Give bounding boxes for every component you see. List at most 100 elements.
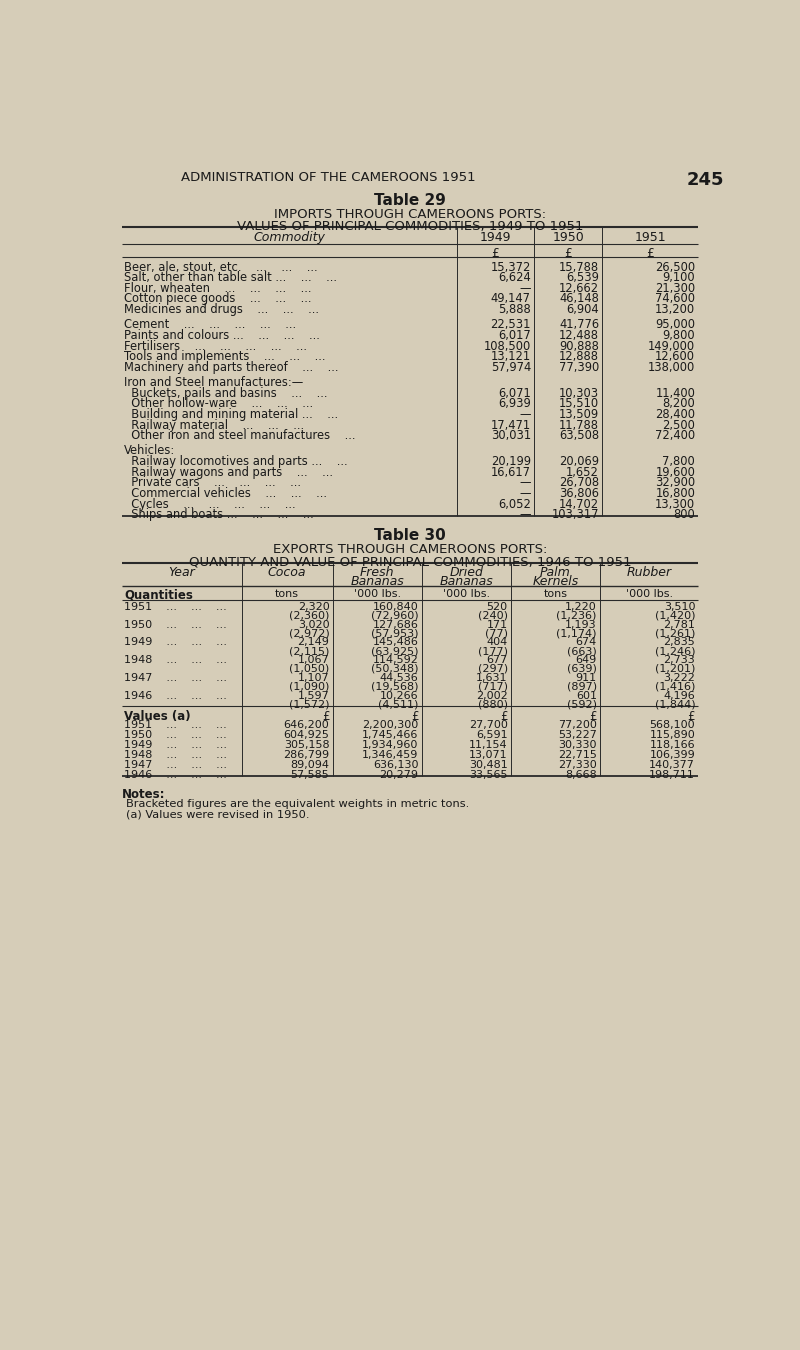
Text: 800: 800 (674, 508, 695, 521)
Text: (1,572): (1,572) (289, 699, 330, 709)
Text: 30,031: 30,031 (490, 429, 531, 443)
Text: 2,149: 2,149 (298, 637, 330, 648)
Text: 9,800: 9,800 (662, 329, 695, 342)
Text: (1,844): (1,844) (654, 699, 695, 709)
Text: 604,925: 604,925 (283, 730, 330, 740)
Text: Flour, wheaten    ...    ...    ...    ...: Flour, wheaten ... ... ... ... (124, 282, 311, 294)
Text: 13,300: 13,300 (655, 498, 695, 510)
Text: (50,348): (50,348) (371, 664, 418, 674)
Text: 72,400: 72,400 (655, 429, 695, 443)
Text: 13,071: 13,071 (469, 749, 508, 760)
Text: Machinery and parts thereof    ...    ...: Machinery and parts thereof ... ... (124, 360, 338, 374)
Text: Commodity: Commodity (253, 231, 325, 244)
Text: 1946    ...    ...    ...: 1946 ... ... ... (124, 691, 227, 701)
Text: Bananas: Bananas (350, 575, 404, 589)
Text: (1,416): (1,416) (655, 682, 695, 691)
Text: 103,317: 103,317 (552, 508, 599, 521)
Text: 12,888: 12,888 (559, 350, 599, 363)
Text: 1,745,466: 1,745,466 (362, 730, 418, 740)
Text: (297): (297) (478, 664, 508, 674)
Text: Bracketed figures are the equivalent weights in metric tons.: Bracketed figures are the equivalent wei… (126, 799, 470, 809)
Text: Ships and boats ...    ...    ...    ...: Ships and boats ... ... ... ... (124, 508, 314, 521)
Text: 6,052: 6,052 (498, 498, 531, 510)
Text: 1,934,960: 1,934,960 (362, 740, 418, 749)
Text: £: £ (590, 710, 597, 722)
Text: 41,776: 41,776 (559, 319, 599, 331)
Text: 6,071: 6,071 (498, 386, 531, 400)
Text: £: £ (491, 247, 499, 259)
Text: 160,840: 160,840 (373, 602, 418, 612)
Text: (177): (177) (478, 647, 508, 656)
Text: £: £ (688, 710, 695, 722)
Text: 12,600: 12,600 (655, 350, 695, 363)
Text: Notes:: Notes: (122, 788, 165, 802)
Text: 1950    ...    ...    ...: 1950 ... ... ... (124, 620, 226, 629)
Text: 520: 520 (486, 602, 508, 612)
Text: 6,624: 6,624 (498, 271, 531, 285)
Text: (663): (663) (567, 647, 597, 656)
Text: 12,488: 12,488 (559, 329, 599, 342)
Text: 674: 674 (575, 637, 597, 648)
Text: 15,372: 15,372 (490, 261, 531, 274)
Text: tons: tons (275, 589, 299, 599)
Text: (1,261): (1,261) (655, 629, 695, 639)
Text: Other hollow-ware    ...    ...    ...: Other hollow-ware ... ... ... (124, 397, 313, 410)
Text: 1947    ...    ...    ...: 1947 ... ... ... (124, 672, 227, 683)
Text: Fertilisers    ...    ...    ...    ...    ...: Fertilisers ... ... ... ... ... (124, 340, 307, 352)
Text: 601: 601 (576, 691, 597, 701)
Text: 118,166: 118,166 (650, 740, 695, 749)
Text: 1948    ...    ...    ...: 1948 ... ... ... (124, 749, 227, 760)
Text: Railway locomotives and parts ...    ...: Railway locomotives and parts ... ... (124, 455, 348, 468)
Text: 15,510: 15,510 (559, 397, 599, 410)
Text: 32,900: 32,900 (655, 477, 695, 489)
Text: 286,799: 286,799 (283, 749, 330, 760)
Text: (592): (592) (566, 699, 597, 709)
Text: (897): (897) (566, 682, 597, 691)
Text: £: £ (646, 247, 654, 259)
Text: £: £ (500, 710, 508, 722)
Text: 6,539: 6,539 (566, 271, 599, 285)
Text: 16,617: 16,617 (491, 466, 531, 479)
Text: 1,631: 1,631 (476, 672, 508, 683)
Text: 20,069: 20,069 (559, 455, 599, 468)
Text: 2,781: 2,781 (663, 620, 695, 629)
Text: 1949    ...    ...    ...: 1949 ... ... ... (124, 637, 227, 648)
Text: 90,888: 90,888 (559, 340, 599, 352)
Text: Dried: Dried (450, 566, 483, 579)
Text: £: £ (564, 247, 572, 259)
Text: 6,591: 6,591 (476, 730, 508, 740)
Text: —: — (519, 282, 531, 294)
Text: 95,000: 95,000 (655, 319, 695, 331)
Text: 6,904: 6,904 (566, 302, 599, 316)
Text: 9,100: 9,100 (662, 271, 695, 285)
Text: 1949    ...    ...    ...: 1949 ... ... ... (124, 740, 227, 749)
Text: (1,090): (1,090) (289, 682, 330, 691)
Text: 20,279: 20,279 (379, 769, 418, 780)
Text: Quantities: Quantities (124, 589, 193, 602)
Text: 10,266: 10,266 (380, 691, 418, 701)
Text: Tools and implements    ...    ...    ...: Tools and implements ... ... ... (124, 350, 326, 363)
Text: 22,531: 22,531 (490, 319, 531, 331)
Text: (2,115): (2,115) (289, 647, 330, 656)
Text: 77,200: 77,200 (558, 720, 597, 730)
Text: 140,377: 140,377 (650, 760, 695, 770)
Text: 677: 677 (486, 655, 508, 666)
Text: 1,107: 1,107 (298, 672, 330, 683)
Text: 36,806: 36,806 (559, 487, 599, 500)
Text: 2,835: 2,835 (663, 637, 695, 648)
Text: 57,585: 57,585 (290, 769, 330, 780)
Text: 1,193: 1,193 (565, 620, 597, 629)
Text: 27,700: 27,700 (469, 720, 508, 730)
Text: Paints and colours ...    ...    ...    ...: Paints and colours ... ... ... ... (124, 329, 320, 342)
Text: 1950    ...    ...    ...: 1950 ... ... ... (124, 730, 226, 740)
Text: 106,399: 106,399 (650, 749, 695, 760)
Text: VALUES OF PRINCIPAL COMMODITIES, 1949 TO 1951: VALUES OF PRINCIPAL COMMODITIES, 1949 TO… (237, 220, 583, 232)
Text: —: — (519, 487, 531, 500)
Text: 15,788: 15,788 (559, 261, 599, 274)
Text: 245: 245 (686, 171, 724, 189)
Text: Table 29: Table 29 (374, 193, 446, 208)
Text: 1,346,459: 1,346,459 (362, 749, 418, 760)
Text: 8,668: 8,668 (565, 769, 597, 780)
Text: 198,711: 198,711 (650, 769, 695, 780)
Text: 1,652: 1,652 (566, 466, 599, 479)
